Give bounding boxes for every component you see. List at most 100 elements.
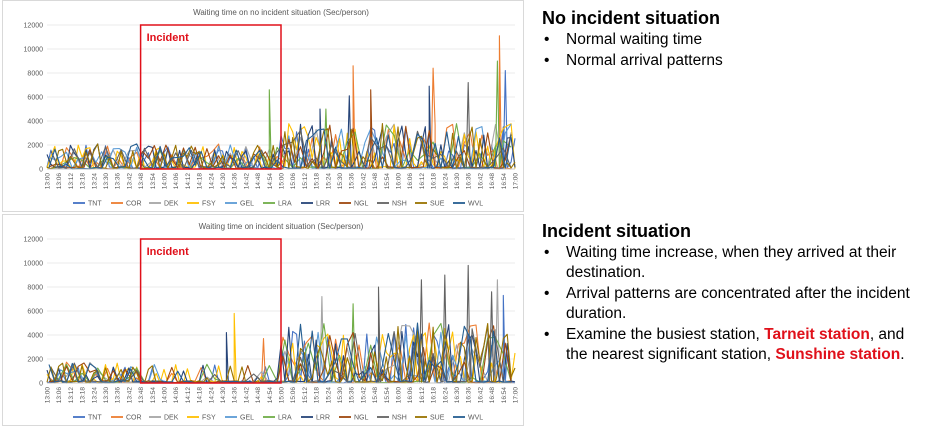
bullet-item: • Arrival patterns are concentrated after…: [542, 284, 927, 324]
legend-label-lrr: LRR: [316, 415, 330, 422]
x-tick-label: 16:42: [477, 387, 484, 404]
x-tick-label: 13:12: [68, 387, 75, 404]
x-tick-label: 15:54: [384, 387, 391, 404]
x-tick-label: 14:24: [208, 387, 215, 404]
bullet-item: • Normal arrival patterns: [542, 51, 927, 71]
chart-panel-incident: Waiting time on incident situation (Sec/…: [2, 214, 524, 426]
legend-label-lrr: LRR: [316, 201, 330, 208]
x-tick-label: 16:18: [431, 173, 438, 190]
legend-label-gel: GEL: [240, 415, 254, 422]
x-tick-label: 15:30: [337, 387, 344, 404]
legend-label-sue: SUE: [430, 201, 445, 208]
x-tick-label: 16:36: [466, 387, 473, 404]
x-tick-label: 16:24: [442, 173, 449, 190]
x-tick-label: 14:36: [232, 173, 239, 190]
x-tick-label: 14:00: [162, 387, 169, 404]
x-tick-label: 15:24: [325, 173, 332, 190]
x-tick-label: 13:18: [80, 387, 87, 404]
text-incident: Incident situation • Waiting time increas…: [542, 221, 927, 365]
x-tick-label: 16:00: [396, 173, 403, 190]
highlight-sunshine: Sunshine station: [775, 346, 901, 363]
bullet-text: Arrival patterns are concentrated after …: [566, 285, 910, 322]
x-tick-label: 13:48: [138, 387, 145, 404]
y-tick-label: 12000: [24, 237, 44, 244]
x-tick-label: 14:54: [267, 173, 274, 190]
bullet-dot: •: [544, 52, 550, 69]
x-tick-label: 14:42: [243, 173, 250, 190]
x-tick-label: 15:18: [314, 387, 321, 404]
x-tick-label: 17:00: [513, 387, 520, 404]
text-no-incident: No incident situation • Normal waiting ti…: [542, 8, 927, 71]
x-tick-label: 15:54: [384, 173, 391, 190]
x-tick-label: 15:42: [360, 173, 367, 190]
x-tick-label: 13:06: [56, 387, 63, 404]
legend-label-dek: DEK: [164, 415, 179, 422]
x-tick-label: 13:30: [103, 173, 110, 190]
x-tick-label: 16:36: [466, 173, 473, 190]
x-tick-label: 14:48: [255, 173, 262, 190]
incident-label: Incident: [147, 246, 190, 258]
x-tick-label: 13:54: [150, 387, 157, 404]
legend-label-tnt: TNT: [88, 415, 102, 422]
series-line-ngl: [48, 325, 512, 384]
bullet-text: Normal arrival patterns: [566, 52, 723, 69]
x-tick-label: 16:48: [489, 173, 496, 190]
bullet-text: Waiting time increase, when they arrived…: [566, 244, 897, 281]
x-tick-label: 14:54: [267, 387, 274, 404]
highlight-tarneit: Tarneit station: [764, 326, 870, 343]
x-tick-label: 13:36: [115, 173, 122, 190]
x-tick-label: 13:54: [150, 173, 157, 190]
x-tick-label: 15:12: [302, 173, 309, 190]
x-tick-label: 13:42: [126, 173, 133, 190]
bullet-text: Normal waiting time: [566, 31, 703, 48]
y-tick-label: 8000: [27, 71, 43, 78]
x-tick-label: 13:42: [126, 387, 133, 404]
x-tick-label: 14:48: [255, 387, 262, 404]
legend-label-fsy: FSY: [202, 415, 216, 422]
x-tick-label: 13:06: [56, 173, 63, 190]
x-tick-label: 16:06: [407, 387, 414, 404]
x-tick-label: 13:00: [45, 173, 52, 190]
legend-label-wvl: WVL: [468, 415, 483, 422]
legend-label-dek: DEK: [164, 201, 179, 208]
legend-label-nsh: NSH: [392, 415, 407, 422]
chart-title: Waiting time on no incident situation (S…: [193, 8, 369, 17]
y-tick-label: 10000: [24, 47, 44, 54]
x-tick-label: 15:18: [314, 173, 321, 190]
x-tick-label: 15:42: [360, 387, 367, 404]
chart-incident: Waiting time on incident situation (Sec/…: [24, 222, 520, 422]
bullet-dot: •: [544, 285, 550, 302]
bullet-item: • Normal waiting time: [542, 30, 927, 50]
legend-label-nsh: NSH: [392, 201, 407, 208]
legend-label-lra: LRA: [278, 201, 292, 208]
heading-no-incident: No incident situation: [542, 8, 720, 28]
x-tick-label: 16:30: [454, 173, 461, 190]
heading-incident: Incident situation: [542, 221, 692, 241]
y-tick-label: 2000: [27, 357, 43, 364]
legend-label-wvl: WVL: [468, 201, 483, 208]
x-tick-label: 15:00: [279, 173, 286, 190]
x-tick-label: 15:30: [337, 173, 344, 190]
x-tick-label: 16:42: [477, 173, 484, 190]
legend-label-fsy: FSY: [202, 201, 216, 208]
x-tick-label: 15:36: [349, 387, 356, 404]
y-tick-label: 2000: [27, 143, 43, 150]
x-tick-label: 14:36: [232, 387, 239, 404]
legend-label-tnt: TNT: [88, 201, 102, 208]
x-tick-label: 13:24: [91, 173, 98, 190]
x-tick-label: 14:12: [185, 387, 192, 404]
x-tick-label: 16:48: [489, 387, 496, 404]
x-tick-label: 16:00: [396, 387, 403, 404]
x-tick-label: 15:36: [349, 173, 356, 190]
bullet-list-no-incident: • Normal waiting time • Normal arrival pat…: [542, 30, 927, 71]
x-tick-label: 14:42: [243, 387, 250, 404]
legend-label-lra: LRA: [278, 415, 292, 422]
x-tick-label: 15:06: [290, 387, 297, 404]
x-tick-label: 15:48: [372, 173, 379, 190]
incident-box: [139, 24, 282, 170]
bullet-dot: •: [544, 31, 550, 48]
x-tick-label: 13:12: [68, 173, 75, 190]
x-tick-label: 16:12: [419, 387, 426, 404]
series-line-wvl: [48, 128, 512, 170]
chart-title: Waiting time on incident situation (Sec/…: [199, 222, 364, 231]
